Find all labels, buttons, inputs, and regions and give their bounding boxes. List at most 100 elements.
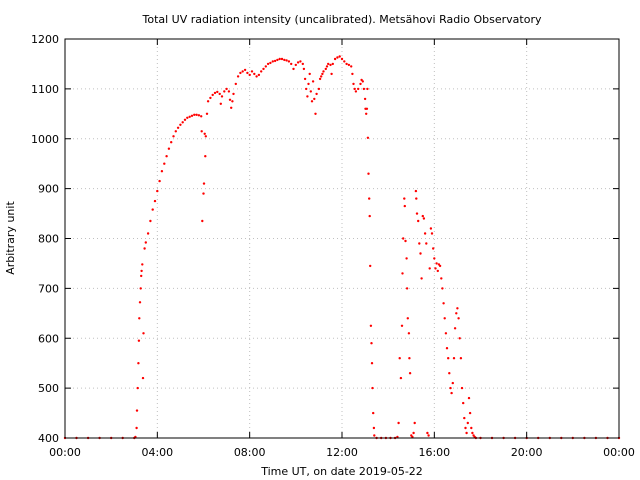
data-point xyxy=(371,386,374,390)
data-point xyxy=(218,92,221,96)
data-point xyxy=(186,116,189,120)
data-point xyxy=(451,381,454,385)
data-point xyxy=(456,307,459,310)
x-tick-label: 16:00 xyxy=(418,446,450,459)
data-point xyxy=(200,130,203,133)
data-point xyxy=(466,421,469,425)
data-point xyxy=(239,71,242,75)
data-point xyxy=(421,214,424,218)
data-point xyxy=(354,90,358,93)
data-point xyxy=(269,61,272,65)
data-point xyxy=(303,77,307,81)
data-point xyxy=(135,426,138,430)
x-tick-label: 20:00 xyxy=(511,446,543,459)
data-point xyxy=(141,376,145,380)
data-point xyxy=(201,219,204,223)
data-point xyxy=(138,317,141,320)
data-point xyxy=(188,115,191,119)
data-point xyxy=(314,112,317,116)
data-point xyxy=(228,98,232,102)
data-point xyxy=(325,65,329,68)
data-point xyxy=(457,317,460,320)
data-point xyxy=(271,60,274,63)
y-tick-label: 800 xyxy=(38,233,59,246)
data-point xyxy=(455,312,458,315)
data-point xyxy=(403,197,406,200)
data-point xyxy=(404,239,407,243)
data-point xyxy=(248,73,251,77)
y-tick-label: 1100 xyxy=(31,83,59,96)
data-point xyxy=(434,267,437,270)
data-point xyxy=(285,59,288,62)
data-point xyxy=(311,80,315,83)
grid-lines xyxy=(65,39,619,438)
data-point xyxy=(415,212,419,215)
data-point xyxy=(299,60,302,63)
data-point xyxy=(136,386,139,390)
data-point xyxy=(366,136,370,139)
data-point xyxy=(241,70,244,73)
data-point xyxy=(363,97,367,101)
data-point xyxy=(204,135,207,138)
data-point xyxy=(236,75,240,78)
data-point xyxy=(412,431,415,435)
data-point xyxy=(255,75,258,78)
data-point xyxy=(445,347,449,350)
data-point xyxy=(447,357,450,360)
data-point xyxy=(345,62,348,66)
data-point xyxy=(433,257,436,260)
data-point xyxy=(280,57,284,61)
data-point xyxy=(336,56,339,59)
data-point xyxy=(170,141,173,144)
x-tick-label: 00:00 xyxy=(49,446,81,459)
data-point xyxy=(361,80,364,83)
data-point xyxy=(283,58,286,62)
data-point xyxy=(373,434,376,437)
y-tick-label: 600 xyxy=(38,332,59,345)
data-point xyxy=(179,123,182,127)
data-point xyxy=(353,87,356,91)
y-tick-label: 700 xyxy=(38,282,59,295)
data-point xyxy=(260,70,263,73)
data-point xyxy=(429,227,433,230)
data-point xyxy=(352,82,355,86)
data-point xyxy=(414,189,418,193)
data-point xyxy=(139,287,142,290)
axis-ticks xyxy=(64,38,620,439)
x-tick-label: 04:00 xyxy=(141,446,173,459)
x-tick-label: 12:00 xyxy=(326,446,358,459)
data-point xyxy=(315,92,318,96)
data-point xyxy=(219,102,222,106)
data-point xyxy=(273,59,277,63)
data-point xyxy=(313,97,316,101)
data-point xyxy=(460,386,464,390)
data-point xyxy=(408,357,411,360)
data-point xyxy=(465,431,468,435)
data-point xyxy=(181,121,184,124)
data-point xyxy=(324,67,327,71)
data-point xyxy=(417,219,420,223)
data-point xyxy=(366,87,369,91)
data-point xyxy=(296,61,300,64)
data-point xyxy=(308,72,311,76)
data-point xyxy=(398,357,401,360)
data-point xyxy=(405,257,408,260)
y-tick-labels: 400 500 600 700 800 900 1000 1100 1200 xyxy=(31,33,59,445)
data-point xyxy=(330,72,333,76)
data-point xyxy=(468,411,472,415)
data-point xyxy=(190,114,194,118)
data-point xyxy=(176,126,180,129)
data-point xyxy=(347,63,351,67)
data-point xyxy=(266,62,270,66)
data-point xyxy=(322,70,325,73)
data-point xyxy=(463,416,466,420)
data-point xyxy=(333,57,337,61)
data-point xyxy=(368,214,371,218)
data-point xyxy=(278,57,281,61)
data-point xyxy=(197,114,201,117)
data-point xyxy=(140,274,143,278)
data-point xyxy=(231,100,234,103)
data-point xyxy=(223,90,226,93)
data-point xyxy=(464,426,467,430)
data-point xyxy=(453,327,457,330)
